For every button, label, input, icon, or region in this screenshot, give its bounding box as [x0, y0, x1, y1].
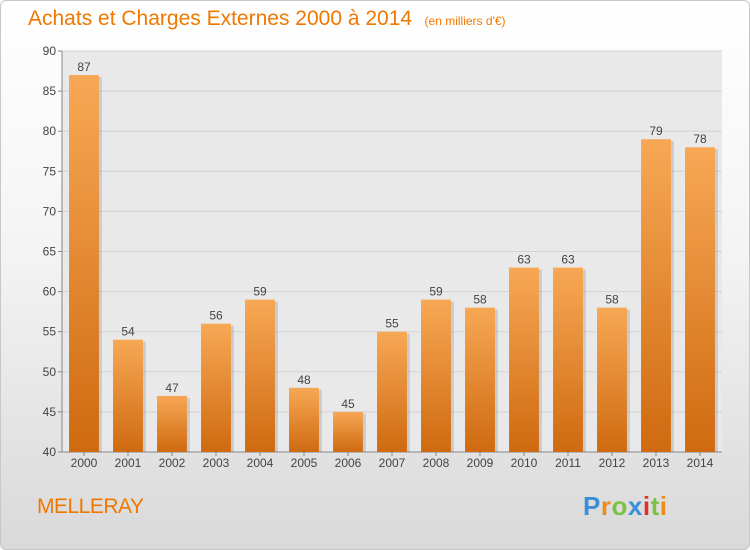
- bar: [113, 339, 143, 452]
- bar-value-label: 54: [121, 325, 135, 339]
- bar: [69, 75, 99, 452]
- bar-value-label: 48: [297, 373, 311, 387]
- bar: [553, 267, 583, 452]
- bar: [157, 395, 187, 452]
- bar-value-label: 58: [473, 293, 487, 307]
- x-tick-label: 2007: [379, 456, 406, 470]
- x-tick-label: 2013: [643, 456, 670, 470]
- bar-value-label: 56: [209, 309, 223, 323]
- bar-value-label: 63: [517, 253, 531, 267]
- bar-value-label: 78: [693, 132, 707, 146]
- y-tick-label: 90: [43, 44, 57, 58]
- x-tick-label: 2005: [291, 456, 318, 470]
- commune-name: MELLERAY: [37, 495, 144, 518]
- logo-letter: i: [659, 491, 668, 521]
- proxiti-logo: Proxiti: [583, 491, 667, 522]
- logo-letter: r: [600, 491, 612, 521]
- bar: [245, 299, 275, 452]
- logo-letter: o: [611, 491, 628, 521]
- bar-value-label: 45: [341, 397, 355, 411]
- bar-value-label: 87: [77, 60, 91, 74]
- x-tick-label: 2009: [467, 456, 494, 470]
- x-tick-label: 2012: [599, 456, 626, 470]
- y-tick-label: 85: [43, 84, 57, 98]
- y-tick-label: 50: [43, 365, 57, 379]
- logo-letter: x: [627, 491, 643, 521]
- y-tick-label: 45: [43, 405, 57, 419]
- logo-letter: P: [583, 491, 601, 521]
- y-tick-label: 55: [43, 325, 57, 339]
- x-tick-label: 2002: [159, 456, 186, 470]
- y-tick-label: 40: [43, 445, 57, 459]
- bar: [685, 147, 715, 453]
- x-tick-label: 2014: [687, 456, 714, 470]
- bar: [597, 307, 627, 452]
- bar-value-label: 58: [605, 293, 619, 307]
- bar-value-label: 59: [429, 285, 443, 299]
- chart-subtitle-text: (en milliers d'€): [424, 14, 506, 28]
- y-tick-label: 60: [43, 285, 57, 299]
- x-tick-label: 2006: [335, 456, 362, 470]
- bar: [421, 299, 451, 452]
- x-tick-label: 2000: [71, 456, 98, 470]
- logo-letter: i: [642, 491, 651, 521]
- bar: [333, 411, 363, 452]
- x-tick-label: 2004: [247, 456, 274, 470]
- bar-value-label: 79: [649, 124, 663, 138]
- bar-value-label: 55: [385, 317, 399, 331]
- y-tick-label: 70: [43, 204, 57, 218]
- logo-letter: t: [650, 491, 660, 521]
- x-tick-label: 2001: [115, 456, 142, 470]
- bar: [641, 139, 671, 452]
- bar-value-label: 47: [165, 381, 179, 395]
- bar: [289, 387, 319, 452]
- y-tick-label: 65: [43, 245, 57, 259]
- bar: [465, 307, 495, 452]
- bar-value-label: 59: [253, 285, 267, 299]
- bar: [509, 267, 539, 452]
- chart-title: Achats et Charges Externes 2000 à 2014 (…: [28, 7, 506, 31]
- bar-value-label: 63: [561, 253, 575, 267]
- x-tick-label: 2008: [423, 456, 450, 470]
- x-tick-label: 2003: [203, 456, 230, 470]
- bar: [201, 323, 231, 452]
- chart-title-text: Achats et Charges Externes 2000 à 2014: [28, 7, 413, 30]
- bar: [377, 331, 407, 452]
- y-tick-label: 80: [43, 124, 57, 138]
- y-tick-label: 75: [43, 164, 57, 178]
- x-tick-label: 2011: [555, 456, 581, 470]
- x-tick-label: 2010: [511, 456, 538, 470]
